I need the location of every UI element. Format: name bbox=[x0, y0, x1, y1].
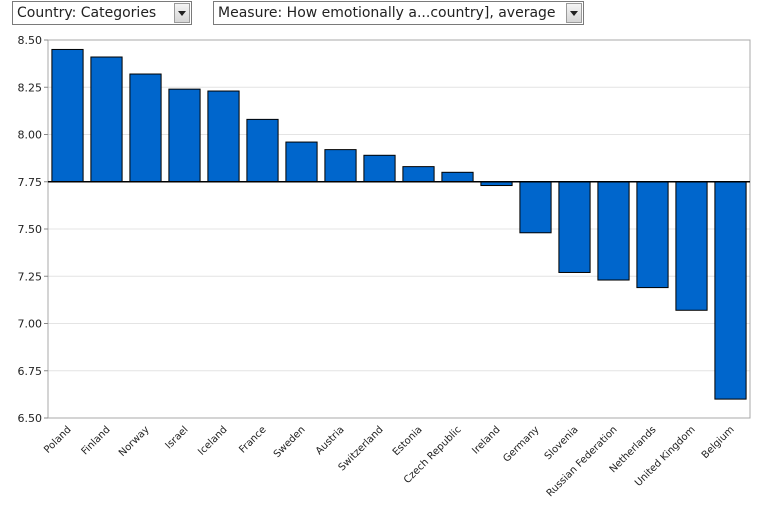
x-tick-label: Poland bbox=[42, 424, 73, 455]
x-tick-label: Sweden bbox=[272, 424, 308, 460]
measure-select[interactable]: Measure: How emotionally a...country], a… bbox=[213, 1, 584, 25]
y-tick-label: 6.50 bbox=[18, 412, 43, 425]
country-select[interactable]: Country: Categories bbox=[12, 1, 192, 25]
bar-czech-republic[interactable] bbox=[441, 171, 474, 183]
bar-norway[interactable] bbox=[129, 73, 162, 183]
bar-france[interactable] bbox=[246, 118, 279, 183]
bar-sweden[interactable] bbox=[285, 141, 318, 183]
y-tick-label: 7.25 bbox=[18, 270, 43, 283]
y-tick-label: 6.75 bbox=[18, 365, 43, 378]
measure-select-value: Measure: How emotionally a...country], a… bbox=[218, 5, 556, 21]
x-tick-label: Finland bbox=[80, 424, 113, 457]
chevron-down-icon[interactable] bbox=[566, 3, 582, 23]
y-axis: 8.50 8.25 8.00 7.75 7.50 7.25 7.00 6.75 6.50 bbox=[18, 34, 48, 425]
y-tick-label: 8.25 bbox=[18, 81, 43, 94]
x-tick-label: Israel bbox=[164, 424, 191, 451]
bar-switzerland[interactable] bbox=[363, 154, 396, 183]
x-tick-label: France bbox=[237, 424, 268, 455]
bar-united-kingdom[interactable] bbox=[675, 181, 708, 311]
y-tick-label: 8.50 bbox=[18, 34, 43, 47]
x-tick-label: Russian Federation bbox=[545, 424, 620, 499]
bar-russian-federation[interactable] bbox=[597, 181, 630, 281]
x-tick-label: Estonia bbox=[391, 424, 425, 458]
y-tick-label: 7.50 bbox=[18, 223, 43, 236]
x-tick-label: Iceland bbox=[196, 424, 229, 457]
bar-slovenia[interactable] bbox=[558, 181, 591, 273]
bar-germany[interactable] bbox=[519, 181, 552, 234]
bar-iceland[interactable] bbox=[207, 90, 240, 183]
country-select-value: Country: Categories bbox=[17, 5, 157, 21]
bar-poland[interactable] bbox=[51, 48, 84, 183]
x-axis: Poland Finland Norway Israel Iceland France Sw… bbox=[42, 424, 736, 499]
x-tick-label: Ireland bbox=[470, 424, 502, 456]
y-tick-label: 8.00 bbox=[18, 129, 43, 142]
bar-estonia[interactable] bbox=[402, 166, 435, 183]
x-tick-label: Belgium bbox=[700, 424, 737, 461]
bar-finland[interactable] bbox=[90, 56, 123, 183]
bars bbox=[51, 48, 747, 400]
bar-austria[interactable] bbox=[324, 149, 357, 183]
y-tick-label: 7.75 bbox=[18, 176, 43, 189]
x-tick-label: Slovenia bbox=[543, 424, 581, 462]
chevron-down-icon[interactable] bbox=[174, 3, 190, 23]
x-tick-label: Norway bbox=[117, 424, 152, 459]
bar-netherlands[interactable] bbox=[636, 181, 669, 289]
bar-israel[interactable] bbox=[168, 88, 201, 183]
x-tick-label: Germany bbox=[501, 424, 541, 464]
bar-belgium[interactable] bbox=[714, 181, 747, 400]
x-tick-label: Austria bbox=[314, 424, 347, 457]
y-tick-label: 7.00 bbox=[18, 318, 43, 331]
